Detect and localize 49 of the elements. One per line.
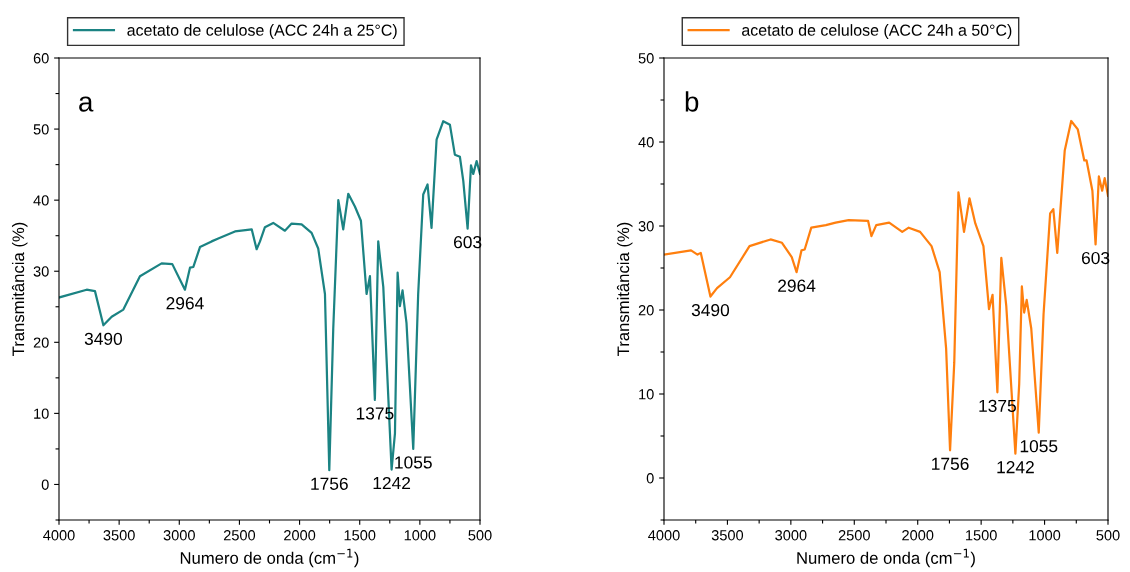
x-tick-label: 1500 <box>966 530 997 541</box>
annotation: 1756 <box>932 457 969 470</box>
annotation: b <box>685 91 699 112</box>
x-tick-label: 3500 <box>103 530 135 541</box>
line-series <box>664 119 1108 455</box>
y-tick-label: 10 <box>639 389 654 400</box>
y-tick-label: 20 <box>33 337 49 348</box>
annotation: 2964 <box>166 297 204 310</box>
y-tick-label: 50 <box>33 124 49 135</box>
annotation: 1055 <box>395 456 432 469</box>
annotation: 3490 <box>691 303 730 317</box>
annotation: 1242 <box>997 461 1034 474</box>
y-tick-label: 50 <box>638 53 654 64</box>
x-tick-label: 500 <box>468 530 492 541</box>
x-tick-label: 500 <box>1096 530 1120 541</box>
x-tick-label: 2500 <box>223 530 256 541</box>
annotation: 1756 <box>311 477 348 490</box>
x-tick-label: 3500 <box>711 530 744 541</box>
x-axis-title: Numero de onda (cm$^{−1}$) <box>797 548 975 568</box>
annotation: 2964 <box>778 279 816 292</box>
annotation: 1242 <box>373 476 411 490</box>
y-tick-label: 0 <box>646 473 654 484</box>
y-tick-label: 30 <box>638 221 654 232</box>
legend-label: acetato de celulose (ACC 24h a 50°C) <box>742 24 1012 39</box>
line-series <box>59 120 480 472</box>
legend-label: acetato de celulose (ACC 24h a 25°C) <box>127 24 397 39</box>
x-tick-label: 1000 <box>1029 530 1061 541</box>
y-tick-label: 0 <box>41 479 49 490</box>
y-tick-label: 30 <box>33 266 49 277</box>
y-tick-label: 40 <box>33 195 49 206</box>
y-axis-title: Transmitância (%) <box>11 222 28 356</box>
annotation: a <box>79 96 94 112</box>
x-tick-label: 4000 <box>648 530 680 541</box>
x-tick-label: 1000 <box>404 530 436 541</box>
x-tick-label: 3000 <box>775 530 807 541</box>
annotation: 1055 <box>1020 440 1058 453</box>
y-tick-label: 40 <box>638 137 654 148</box>
y-tick-label: 60 <box>33 53 49 64</box>
x-tick-label: 4000 <box>43 530 75 541</box>
x-tick-label: 3000 <box>163 530 195 541</box>
x-tick-label: 2500 <box>838 530 870 541</box>
y-tick-label: 20 <box>638 305 654 316</box>
y-axis-title: Transmitância (%) <box>616 222 633 356</box>
annotation: 3490 <box>84 332 123 345</box>
y-tick-label: 10 <box>34 408 49 419</box>
x-tick-label: 2000 <box>284 530 316 541</box>
x-tick-label: 1500 <box>344 530 376 541</box>
x-axis-title: Numero de onda (cm$^{−1}$) <box>180 548 359 568</box>
x-tick-label: 2000 <box>902 530 934 541</box>
